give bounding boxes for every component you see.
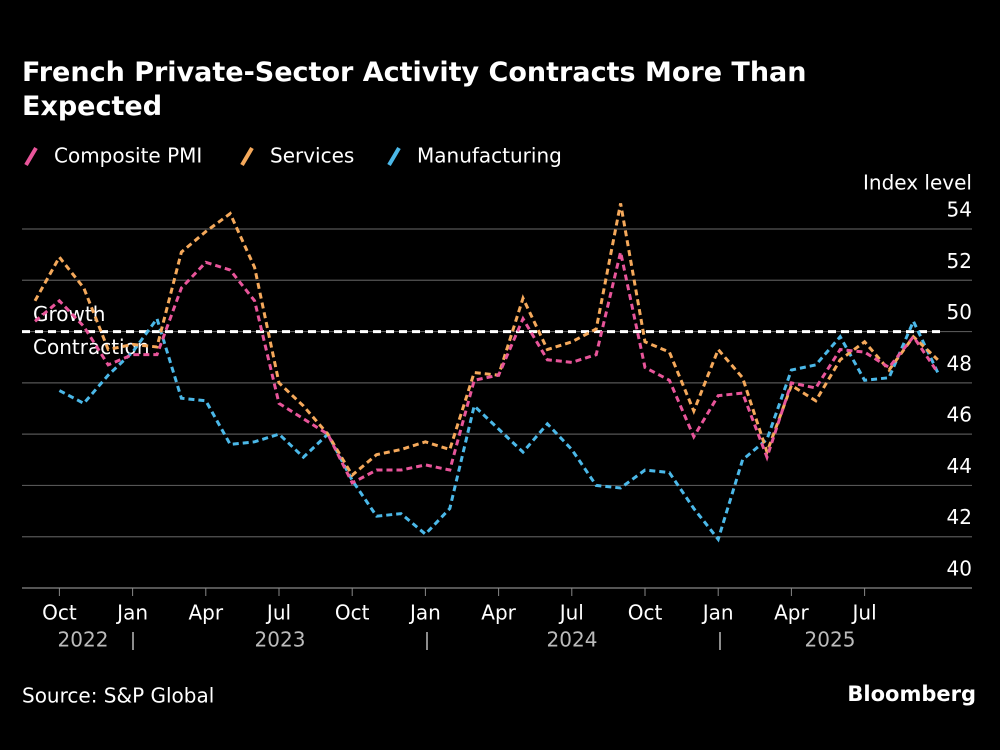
- legend-label: Composite PMI: [54, 144, 202, 168]
- x-tick-label: Oct: [628, 601, 663, 625]
- y-tick-label: 52: [947, 249, 972, 273]
- legend-swatch: [387, 146, 401, 167]
- x-tick-label: Jul: [558, 601, 584, 625]
- year-label: 2025: [805, 628, 856, 652]
- x-tick-label: Jul: [851, 601, 877, 625]
- y-tick-label: 46: [947, 403, 972, 427]
- series-line: [34, 251, 940, 485]
- series-line: [33, 203, 939, 478]
- y-tick-label: 48: [947, 351, 972, 375]
- year-label: 2022: [58, 628, 109, 652]
- x-tick-label: Apr: [774, 601, 809, 625]
- source: Source: S&P Global: [22, 684, 214, 708]
- x-tick-label: Apr: [481, 601, 516, 625]
- series-line: [58, 315, 940, 543]
- y-tick-label: 40: [947, 557, 972, 581]
- legend-swatch: [24, 146, 38, 167]
- x-tick-label: Jan: [115, 601, 148, 625]
- x-tick-label: Jan: [701, 601, 734, 625]
- chart-title: French Private-Sector Activity Contracts…: [22, 57, 807, 122]
- y-axis-label: Index level: [863, 171, 972, 195]
- y-tick-label: 44: [947, 454, 972, 478]
- year-label: 2024: [547, 628, 598, 652]
- legend-label: Manufacturing: [417, 144, 562, 168]
- y-tick-label: 50: [947, 300, 972, 324]
- x-tick-label: Jan: [408, 601, 441, 625]
- x-tick-label: Apr: [188, 601, 223, 625]
- year-label: 2023: [255, 628, 306, 652]
- brand: Bloomberg: [847, 682, 976, 706]
- y-tick-label: 42: [947, 505, 972, 529]
- x-tick-label: Oct: [335, 601, 370, 625]
- legend-swatch: [240, 146, 254, 167]
- legend-label: Services: [270, 144, 354, 168]
- y-tick-label: 54: [947, 198, 972, 222]
- x-tick-label: Oct: [42, 601, 77, 625]
- x-tick-label: Jul: [265, 601, 291, 625]
